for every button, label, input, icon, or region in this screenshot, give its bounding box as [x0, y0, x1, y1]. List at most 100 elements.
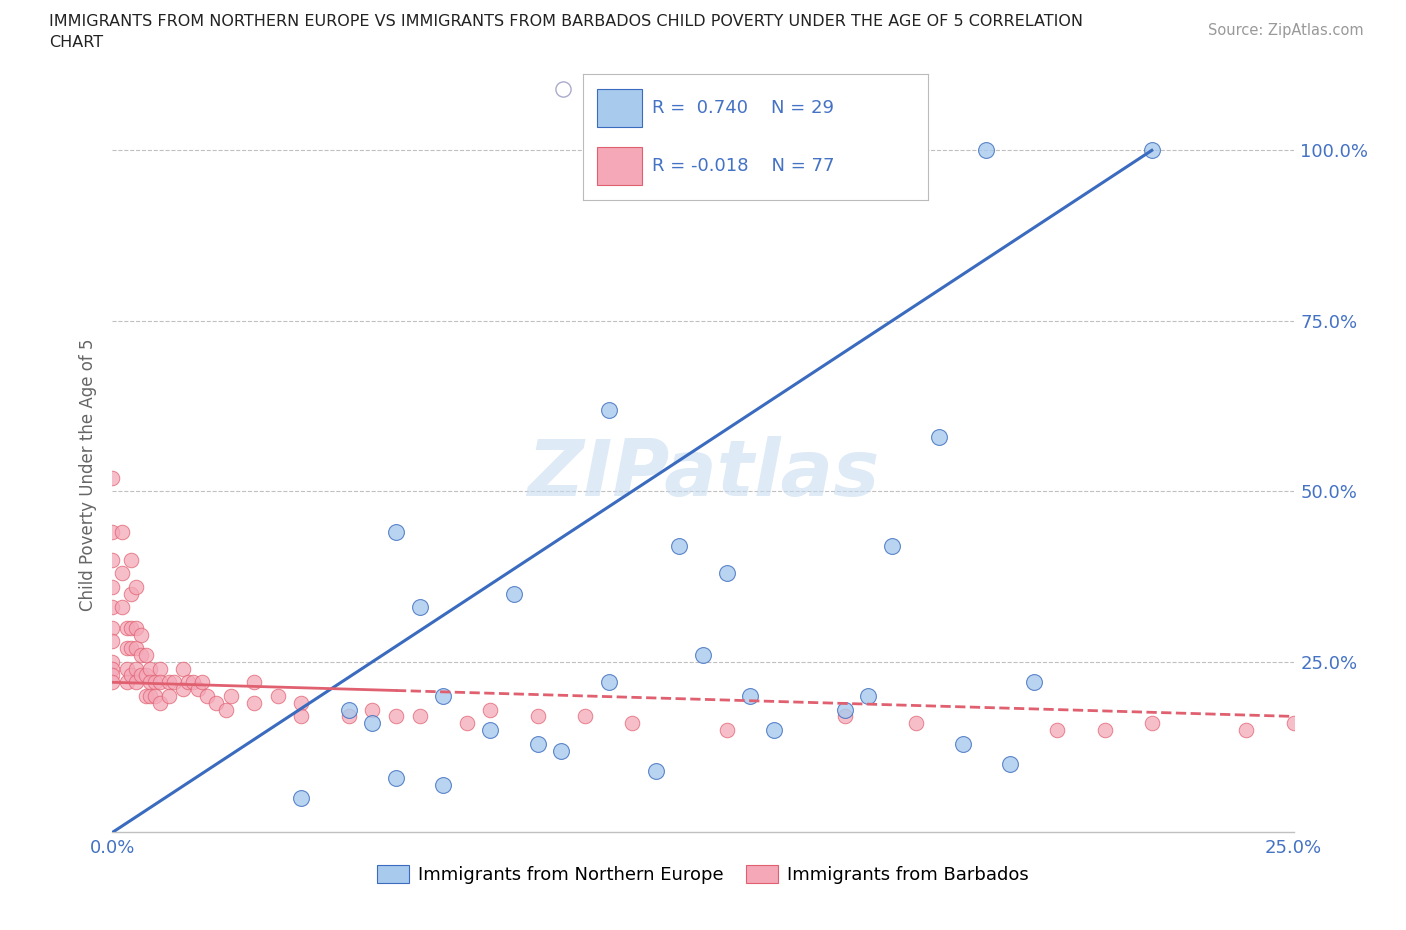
Text: CHART: CHART: [49, 35, 103, 50]
Point: [1234, 723, 1257, 737]
Point: [243, 675, 266, 690]
Point: [408, 709, 430, 724]
Point: [215, 702, 238, 717]
Point: [111, 600, 134, 615]
Point: [149, 661, 172, 676]
Point: [361, 702, 384, 717]
Point: [361, 716, 384, 731]
Point: [135, 668, 157, 683]
Point: [135, 647, 157, 662]
Point: [172, 682, 194, 697]
Point: [125, 579, 148, 594]
Point: [408, 600, 430, 615]
Point: [385, 525, 408, 539]
Point: [598, 675, 620, 690]
Point: [129, 668, 152, 683]
Point: [143, 675, 166, 690]
Point: [163, 675, 186, 690]
Point: [243, 696, 266, 711]
Point: [149, 696, 172, 711]
Text: R =  0.740    N = 29: R = 0.740 N = 29: [652, 100, 834, 117]
Point: [904, 716, 927, 731]
Point: [125, 675, 148, 690]
Point: [101, 600, 124, 615]
Point: [337, 702, 360, 717]
Point: [139, 675, 162, 690]
Text: IMMIGRANTS FROM NORTHERN EUROPE VS IMMIGRANTS FROM BARBADOS CHILD POVERTY UNDER : IMMIGRANTS FROM NORTHERN EUROPE VS IMMIG…: [49, 14, 1083, 29]
Point: [120, 620, 142, 635]
Point: [101, 655, 124, 670]
Point: [998, 757, 1021, 772]
Point: [1140, 716, 1163, 731]
Point: [834, 702, 856, 717]
Point: [195, 688, 218, 703]
Point: [115, 620, 138, 635]
Point: [157, 688, 180, 703]
Point: [120, 552, 142, 567]
Point: [120, 586, 142, 601]
Point: [101, 668, 124, 683]
Point: [834, 709, 856, 724]
Point: [115, 641, 138, 656]
Point: [432, 777, 454, 792]
Point: [172, 661, 194, 676]
Point: [337, 709, 360, 724]
Point: [139, 688, 162, 703]
Point: [952, 737, 974, 751]
Point: [125, 641, 148, 656]
Point: [598, 402, 620, 417]
Point: [526, 709, 548, 724]
Point: [290, 790, 312, 805]
Point: [290, 696, 312, 711]
Point: [858, 688, 880, 703]
Point: [716, 565, 738, 580]
Point: [456, 716, 478, 731]
Point: [479, 723, 502, 737]
Point: [101, 620, 124, 635]
Point: [125, 620, 148, 635]
Point: [550, 743, 572, 758]
Point: [111, 565, 134, 580]
Text: Source: ZipAtlas.com: Source: ZipAtlas.com: [1208, 23, 1364, 38]
Point: [219, 688, 242, 703]
Point: [129, 627, 152, 642]
Point: [1094, 723, 1116, 737]
Point: [432, 688, 454, 703]
Point: [267, 688, 290, 703]
Point: [574, 709, 596, 724]
Point: [762, 723, 785, 737]
Point: [115, 675, 138, 690]
Point: [1046, 723, 1069, 737]
Point: [880, 538, 903, 553]
Point: [120, 668, 142, 683]
Point: [385, 709, 408, 724]
Point: [143, 688, 166, 703]
Point: [928, 430, 950, 445]
Point: [101, 552, 124, 567]
Point: [111, 525, 134, 539]
Point: [186, 682, 208, 697]
Point: [101, 471, 124, 485]
Point: [668, 538, 690, 553]
Point: [526, 737, 548, 751]
Point: [101, 579, 124, 594]
Point: [101, 675, 124, 690]
Point: [644, 764, 666, 778]
Point: [385, 770, 408, 785]
Text: R = -0.018    N = 77: R = -0.018 N = 77: [652, 157, 835, 175]
Point: [479, 702, 502, 717]
Point: [740, 688, 762, 703]
Point: [139, 661, 162, 676]
Point: [149, 675, 172, 690]
Point: [716, 723, 738, 737]
Point: [1282, 716, 1305, 731]
Point: [1022, 675, 1045, 690]
Point: [129, 647, 152, 662]
Point: [101, 525, 124, 539]
Point: [135, 688, 157, 703]
Point: [177, 675, 200, 690]
Point: [125, 661, 148, 676]
Point: [181, 675, 204, 690]
Legend: Immigrants from Northern Europe, Immigrants from Barbados: Immigrants from Northern Europe, Immigra…: [370, 858, 1036, 891]
Point: [1140, 143, 1163, 158]
